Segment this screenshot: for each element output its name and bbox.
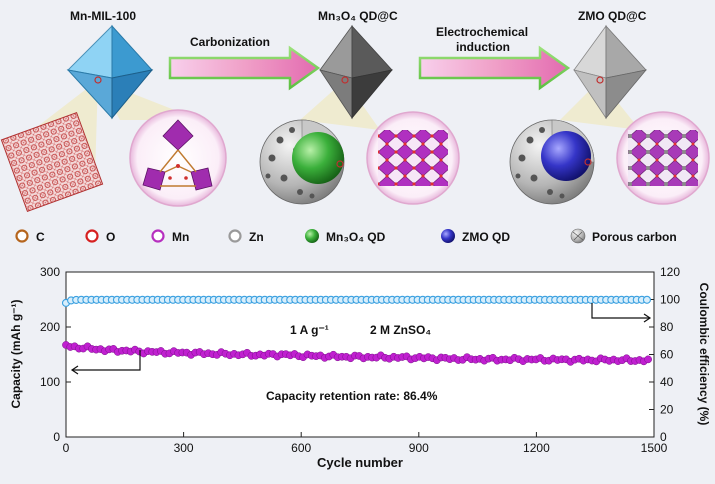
y-left-tick-label: 200 (40, 320, 60, 334)
stage2-label: Mn₃O₄ QD@C (318, 9, 398, 23)
efficiency-point (642, 295, 651, 304)
carbonization-arrow (168, 45, 321, 91)
stage3-label: ZMO QD@C (578, 9, 647, 23)
y-right-tick-label: 0 (660, 430, 667, 444)
y-right-tick-label: 80 (660, 320, 674, 334)
stage1-label: Mn-MIL-100 (70, 9, 136, 23)
porous-carbon-icon (570, 228, 586, 244)
electrochemical-induction-arrow (418, 45, 571, 91)
x-tick-label: 0 (63, 441, 70, 455)
zmo-qd-carbon-sphere (509, 119, 595, 205)
coulombic-efficiency-series (61, 295, 651, 307)
y-left-tick-label: 300 (40, 265, 60, 279)
current-density-annotation: 1 A g⁻¹ (290, 323, 329, 337)
mn3o4-qd-icon (305, 229, 319, 243)
mof-crystal-image (0, 111, 104, 213)
left-axis-indicator-arrow (70, 350, 141, 375)
legend-item-zn: Zn (249, 230, 264, 244)
arrow2-label-line1: Electrochemical (436, 25, 528, 39)
mof-octahedron-icon (66, 24, 154, 120)
y-left-tick-label: 100 (40, 375, 60, 389)
manganese-atom-icon (151, 229, 165, 243)
capacity-point (644, 355, 652, 364)
legend-item-mn3o4-qd: Mn₃O₄ QD (326, 230, 386, 244)
mof-cluster-bubble (129, 109, 227, 207)
zmo-qd-icon (441, 229, 455, 243)
arrow2-label-line2: induction (456, 40, 510, 54)
oxygen-atom-icon (85, 229, 99, 243)
capacity-series (62, 341, 652, 366)
x-tick-label: 300 (174, 441, 194, 455)
legend-item-zmo-qd: ZMO QD (462, 230, 510, 244)
mn3o4-lattice-bubble (366, 111, 460, 205)
legend-item-mn: Mn (172, 230, 189, 244)
x-axis-title: Cycle number (317, 455, 403, 470)
y-axis-right-title: Coulombic efficiency (%) (697, 283, 711, 426)
zinc-atom-icon (228, 229, 242, 243)
y-right-tick-label: 40 (660, 375, 674, 389)
legend: C O Mn Zn Mn₃O₄ QD ZMO QD Porous carbon (15, 228, 677, 244)
mn3o4-qd-carbon-sphere (259, 119, 345, 205)
arrow1-label: Carbonization (190, 35, 270, 49)
y-right-tick-label: 120 (660, 265, 680, 279)
capacity-chart: 0 300 600 900 1200 15000100200300020406080100… (9, 265, 711, 470)
zmo-lattice-bubble (616, 111, 710, 205)
electrolyte-annotation: 2 M ZnSO₄ (370, 323, 431, 337)
carbon-atom-icon (15, 229, 29, 243)
x-tick-label: 900 (409, 441, 429, 455)
carbon-octahedron-icon (319, 24, 394, 120)
x-tick-label: 600 (291, 441, 311, 455)
y-right-tick-label: 100 (660, 293, 680, 307)
legend-item-c: C (36, 230, 45, 244)
x-tick-label: 1500 (641, 441, 668, 455)
right-axis-indicator-arrow (591, 303, 652, 323)
y-axis-left-title: Capacity (mAh g⁻¹) (9, 299, 23, 408)
legend-item-porous-carbon: Porous carbon (592, 230, 677, 244)
zmo-octahedron-icon (573, 24, 648, 120)
y-left-tick-label: 0 (53, 430, 60, 444)
zoom-cone (300, 80, 380, 130)
legend-item-o: O (106, 230, 115, 244)
retention-annotation: Capacity retention rate: 86.4% (266, 389, 438, 403)
y-right-tick-label: 20 (660, 403, 674, 417)
x-tick-label: 1200 (523, 441, 550, 455)
y-right-tick-label: 60 (660, 348, 674, 362)
